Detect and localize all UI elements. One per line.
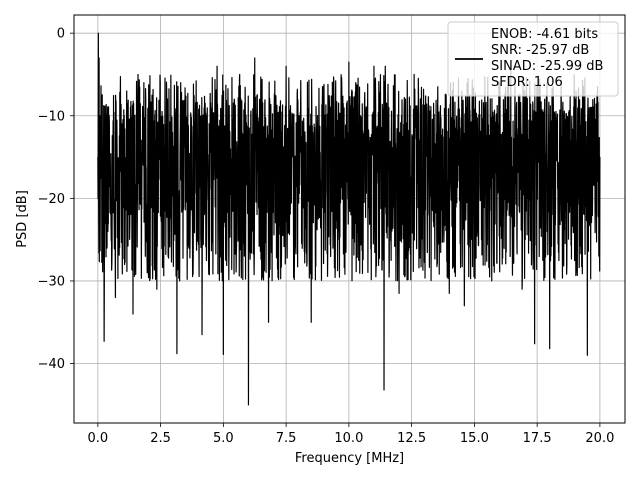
plot-area <box>97 32 601 406</box>
psd-series-line <box>97 32 601 406</box>
x-axis: 0.0 2.5 5.0 7.5 10.0 12.5 15.0 17.5 20.0 <box>88 423 614 446</box>
x-tick-label: 12.5 <box>397 431 426 446</box>
y-tick-label: −20 <box>38 192 65 207</box>
legend-box <box>447 21 619 97</box>
y-tick-label: −40 <box>38 357 65 372</box>
legend-entry-enob: ENOB: -4.61 bits <box>491 27 598 42</box>
axes-frame <box>73 14 626 424</box>
y-axis-label: PSD [dB] <box>15 190 30 248</box>
x-tick-label: 15.0 <box>460 431 489 446</box>
legend-entry-snr: SNR: -25.97 dB <box>491 43 589 58</box>
legend-entry-sfdr: SFDR: 1.06 <box>491 75 563 90</box>
legend-entry-sinad: SINAD: -25.99 dB <box>491 59 603 74</box>
x-tick-label: 7.5 <box>276 431 297 446</box>
x-tick-label: 0.0 <box>88 431 109 446</box>
y-tick-label: −30 <box>38 274 65 289</box>
x-tick-label: 17.5 <box>523 431 552 446</box>
x-tick-label: 20.0 <box>585 431 614 446</box>
legend: ENOB: -4.61 bits SNR: -25.97 dB SINAD: -… <box>447 21 619 97</box>
x-tick-label: 2.5 <box>150 431 171 446</box>
x-axis-label: Frequency [MHz] <box>295 451 404 466</box>
x-tick-label: 5.0 <box>213 431 234 446</box>
x-tick-label: 10.0 <box>334 431 363 446</box>
y-tick-label: −10 <box>38 109 65 124</box>
y-tick-label: 0 <box>57 27 65 42</box>
y-axis: 0 −10 −20 −30 −40 <box>38 27 74 372</box>
